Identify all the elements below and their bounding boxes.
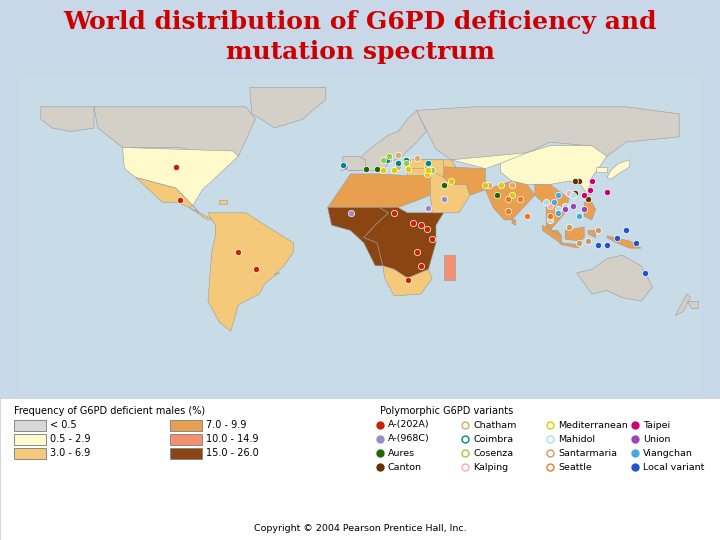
Bar (170, 420, 202, 431)
Text: Union: Union (643, 435, 670, 443)
Polygon shape (512, 220, 516, 225)
Polygon shape (444, 167, 485, 195)
Bar (14, 420, 46, 431)
Polygon shape (328, 207, 389, 266)
Polygon shape (687, 301, 698, 308)
Polygon shape (136, 178, 202, 217)
Polygon shape (343, 156, 366, 171)
Text: Viangchan: Viangchan (643, 449, 693, 457)
Bar (14, 434, 46, 445)
Text: < 0.5: < 0.5 (50, 421, 76, 430)
Polygon shape (189, 207, 214, 220)
Polygon shape (417, 107, 679, 163)
Polygon shape (444, 255, 455, 280)
Text: Mediterranean: Mediterranean (558, 421, 628, 429)
Polygon shape (94, 107, 256, 156)
Text: Kalping: Kalping (473, 462, 508, 471)
Polygon shape (364, 207, 444, 278)
Bar (0, 398, 720, 540)
Text: 15.0 - 26.0: 15.0 - 26.0 (206, 449, 258, 458)
Polygon shape (383, 266, 432, 296)
Text: Coimbra: Coimbra (473, 435, 513, 443)
Polygon shape (500, 146, 607, 195)
Polygon shape (451, 153, 527, 168)
Text: 7.0 - 9.9: 7.0 - 9.9 (206, 421, 246, 430)
Text: Copyright © 2004 Pearson Prentice Hall, Inc.: Copyright © 2004 Pearson Prentice Hall, … (253, 524, 467, 533)
Text: Local variant: Local variant (643, 462, 704, 471)
Text: 3.0 - 6.9: 3.0 - 6.9 (50, 449, 90, 458)
Text: Santarmaria: Santarmaria (558, 449, 617, 457)
Bar (170, 448, 202, 459)
Polygon shape (220, 200, 227, 204)
Polygon shape (607, 236, 642, 248)
Polygon shape (565, 227, 584, 241)
Polygon shape (485, 181, 535, 220)
Text: Taipei: Taipei (643, 421, 670, 429)
Polygon shape (250, 87, 325, 128)
Polygon shape (122, 147, 238, 206)
Bar (18, 75, 702, 393)
Polygon shape (562, 243, 578, 248)
Polygon shape (546, 227, 562, 236)
Polygon shape (584, 202, 595, 220)
Text: 0.5 - 2.9: 0.5 - 2.9 (50, 435, 91, 444)
Polygon shape (588, 231, 595, 238)
Text: Frequency of G6PD deficient males (%): Frequency of G6PD deficient males (%) (14, 406, 205, 416)
Polygon shape (41, 107, 94, 132)
Polygon shape (328, 174, 431, 207)
Polygon shape (675, 294, 690, 315)
Polygon shape (408, 160, 444, 178)
Polygon shape (588, 188, 592, 195)
Polygon shape (595, 167, 607, 172)
Text: Polymorphic G6PD variants: Polymorphic G6PD variants (380, 406, 513, 416)
Polygon shape (542, 225, 562, 245)
Text: Seattle: Seattle (558, 462, 592, 471)
Text: Chatham: Chatham (473, 421, 516, 429)
Text: A-(202A): A-(202A) (388, 421, 430, 429)
Polygon shape (341, 110, 426, 171)
Text: mutation spectrum: mutation spectrum (225, 40, 495, 64)
Polygon shape (408, 160, 470, 213)
Text: Cosenza: Cosenza (473, 449, 513, 457)
Polygon shape (535, 185, 569, 231)
Text: Mahidol: Mahidol (558, 435, 595, 443)
Polygon shape (208, 213, 294, 331)
Text: A-(968C): A-(968C) (388, 435, 430, 443)
Bar (170, 434, 202, 445)
Polygon shape (577, 255, 652, 301)
Text: 10.0 - 14.9: 10.0 - 14.9 (206, 435, 258, 444)
Text: Canton: Canton (388, 462, 422, 471)
Polygon shape (607, 160, 630, 179)
Text: World distribution of G6PD deficiency and: World distribution of G6PD deficiency an… (63, 10, 657, 34)
Bar (14, 448, 46, 459)
Text: Aures: Aures (388, 449, 415, 457)
